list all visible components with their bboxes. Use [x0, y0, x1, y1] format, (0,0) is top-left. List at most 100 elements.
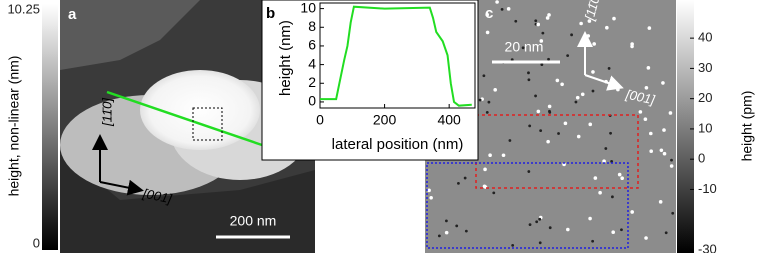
scale-bar-label: 200 nm: [230, 213, 277, 229]
adatom: [485, 110, 489, 114]
adatom: [591, 89, 595, 93]
adatom: [617, 172, 622, 177]
adatom: [514, 19, 518, 23]
adatom: [587, 19, 592, 23]
adatom: [536, 22, 541, 27]
colorbar-tick-label: 10: [698, 120, 712, 135]
adatom: [536, 109, 541, 114]
adatom: [539, 39, 544, 43]
direction-label: [001]: [624, 86, 657, 107]
adatom: [545, 16, 550, 20]
adatom: [538, 241, 542, 245]
adatom: [644, 85, 649, 90]
adatom: [588, 216, 592, 221]
plot-frame: [319, 2, 476, 109]
adatom: [591, 239, 595, 243]
adatom: [591, 70, 595, 74]
colorbar-tick-label: 20: [698, 90, 712, 105]
adatom: [563, 121, 568, 126]
adatom: [638, 110, 643, 114]
adatom: [535, 220, 539, 224]
colorbar-tick-label: 30: [698, 60, 712, 75]
adatom: [646, 66, 651, 70]
y-tick-label: 10: [300, 0, 316, 15]
adatom: [429, 195, 433, 200]
adatom: [487, 100, 491, 104]
direction-label: [11̄0]: [99, 98, 114, 127]
adatom: [547, 13, 551, 17]
adatom: [560, 82, 564, 87]
adatom: [609, 131, 612, 135]
adatom: [604, 147, 608, 150]
adatom: [457, 181, 460, 185]
colorbar-label: height, non-linear (nm): [6, 56, 22, 197]
adatom: [501, 153, 506, 158]
colorbar-tick-label: 10.25: [7, 1, 40, 16]
adatom: [607, 67, 611, 70]
adatom: [445, 219, 448, 223]
adatom: [528, 124, 532, 128]
panel-label: b: [266, 5, 275, 22]
adatom: [548, 109, 551, 113]
adatom: [588, 122, 593, 127]
colorbar-c: [677, 0, 694, 253]
adatom: [521, 46, 525, 50]
adatom: [661, 81, 665, 85]
adatom: [620, 228, 623, 232]
adatom: [659, 148, 664, 153]
colorbar-tick-label: 40: [698, 30, 712, 45]
adatom: [644, 236, 648, 240]
scale-bar-label: 20 nm: [505, 39, 544, 55]
adatom: [647, 26, 652, 30]
panel-label: c: [485, 5, 493, 22]
direction-label: [001]: [141, 185, 174, 206]
adatom: [485, 12, 489, 17]
colorbar-tick-label: 0: [33, 235, 40, 250]
x-tick-label: 200: [373, 112, 397, 128]
x-tick-label: 400: [437, 112, 461, 128]
adatom: [488, 153, 492, 157]
adatom: [444, 230, 449, 235]
adatom: [482, 74, 486, 78]
adatom: [527, 71, 530, 75]
adatom: [671, 211, 675, 215]
adatom: [643, 117, 648, 122]
adatom: [570, 33, 573, 37]
adatom: [605, 25, 609, 30]
adatom: [557, 132, 560, 135]
adatom: [566, 54, 570, 58]
adatom: [463, 176, 467, 180]
adatom: [464, 229, 468, 233]
adatom: [547, 104, 552, 109]
adatom: [664, 231, 668, 235]
adatom: [548, 226, 552, 230]
adatom: [620, 176, 624, 181]
adatom: [611, 195, 614, 199]
panel-b-box: [261, 0, 479, 161]
adatom: [579, 21, 583, 26]
adatom: [478, 98, 482, 102]
x-tick-label: 0: [316, 112, 324, 128]
adatom: [566, 227, 570, 232]
adatom: [669, 164, 674, 168]
adatom: [670, 158, 673, 162]
adatom: [611, 230, 616, 235]
adatom: [608, 84, 611, 88]
adatom: [534, 19, 538, 23]
x-axis-label: lateral position (nm): [332, 136, 464, 153]
adatom: [508, 139, 512, 142]
y-tick-label: 0: [308, 93, 316, 109]
adatom: [483, 167, 487, 172]
adatom: [616, 87, 620, 92]
colorbar-tick-label: -10: [698, 181, 717, 196]
adatom: [612, 16, 616, 21]
adatom: [510, 58, 514, 62]
adatom: [495, 0, 499, 4]
y-tick-label: 4: [308, 55, 316, 71]
adatom: [649, 149, 653, 154]
adatom: [593, 176, 598, 180]
adatom: [541, 31, 545, 35]
adatom: [592, 42, 596, 46]
adatom: [538, 217, 542, 221]
